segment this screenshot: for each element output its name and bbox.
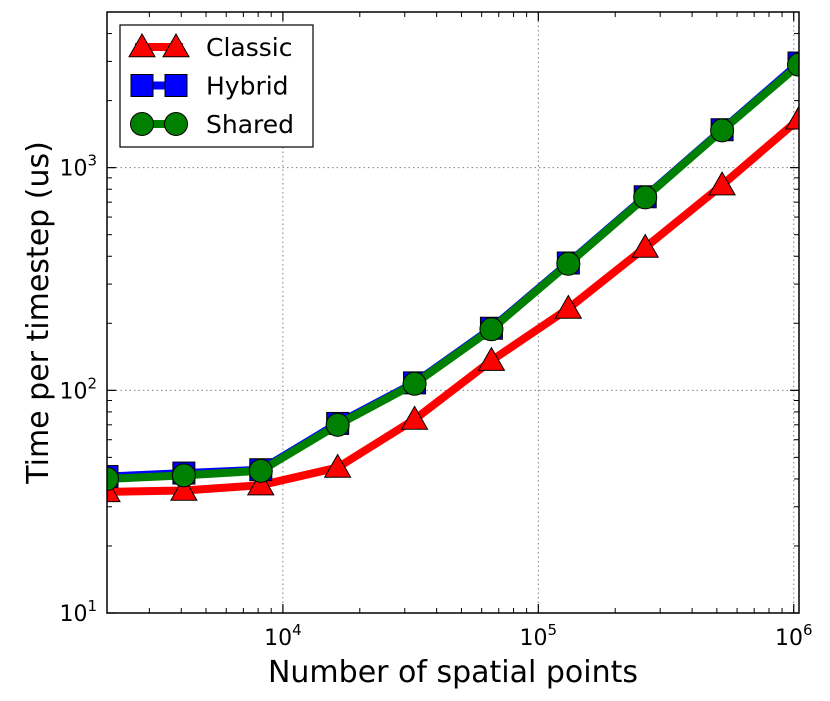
x-tick-label: 105 [520, 621, 558, 651]
legend-label: Hybrid [206, 72, 289, 101]
x-tick-label: 106 [775, 621, 813, 651]
classic-point [170, 476, 198, 501]
legend-marker [162, 32, 190, 58]
shared-point [107, 466, 119, 491]
classic-point [785, 105, 799, 130]
shared-point [402, 371, 427, 396]
legend-item-classic: Classic [128, 32, 292, 62]
x-tick-label: 104 [264, 621, 302, 651]
y-tick-label: 102 [59, 374, 97, 404]
classic-point [708, 171, 736, 196]
legend: Classic Hybrid Shared [119, 24, 314, 148]
classic-point [400, 405, 429, 430]
shared-point [556, 251, 581, 276]
legend-marker [164, 74, 188, 97]
classic-line [107, 116, 799, 496]
shared-point [787, 52, 799, 77]
legend-label: Classic [206, 33, 292, 62]
minor-ticks [107, 11, 799, 614]
series-layer [107, 51, 799, 503]
y-tick-label: 101 [59, 597, 97, 627]
shared-point [479, 317, 504, 342]
shared-point [248, 458, 273, 483]
shared-point [710, 118, 735, 143]
series-shared [107, 52, 799, 491]
y-tick-label: 103 [59, 152, 97, 182]
shared-point [633, 185, 658, 210]
classic-point [246, 471, 275, 496]
classic-point [631, 233, 660, 258]
shared-line [107, 61, 799, 483]
legend-label: Shared [206, 110, 294, 139]
legend-marker [128, 32, 156, 58]
series-classic [107, 105, 799, 503]
tick-labels: 104 105 106 101 102 103 [59, 152, 812, 651]
y-axis-label: Time per timestep (us) [21, 141, 56, 485]
legend-marker [130, 74, 154, 97]
legend-item-hybrid: Hybrid [130, 72, 289, 101]
shared-point [171, 463, 196, 488]
classic-point [477, 346, 506, 371]
legend-marker [130, 112, 154, 136]
legend-marker [164, 112, 188, 136]
plot-frame [106, 11, 800, 614]
legend-item-shared: Shared [130, 110, 294, 139]
x-axis-label: Number of spatial points [268, 655, 638, 690]
classic-point [554, 294, 583, 319]
classic-point [323, 453, 352, 478]
shared-point [325, 412, 350, 437]
